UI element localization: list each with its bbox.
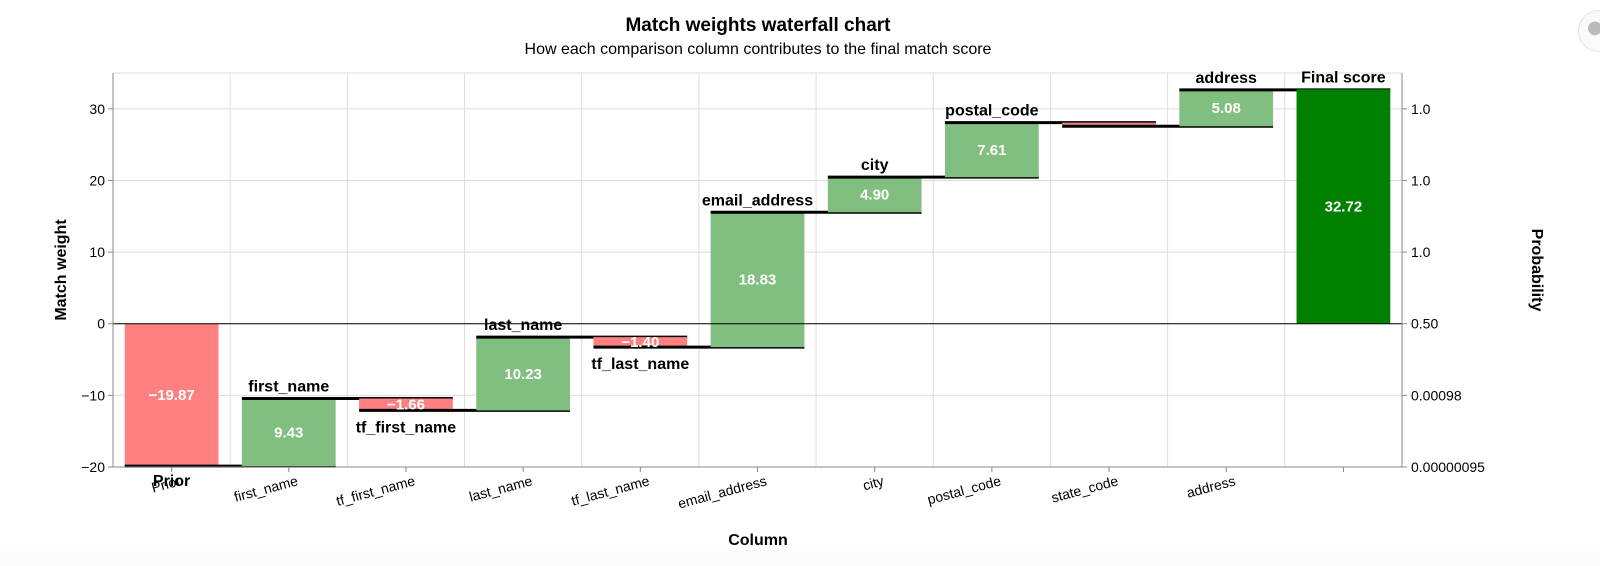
x-tick-label: first_name <box>232 472 299 504</box>
bar-Prior <box>124 323 219 467</box>
x-tick-label: email_address <box>676 472 768 511</box>
x-tick-label: state_code <box>1050 472 1121 505</box>
bar-layer <box>124 88 1391 468</box>
y2-tick-label: 1.0 <box>1411 172 1431 188</box>
x-tick-label: last_name <box>467 472 534 504</box>
bar-value-label: 7.61 <box>977 142 1006 159</box>
bar-last_name <box>476 337 571 411</box>
bar-first_name <box>241 398 336 467</box>
column-label: last_name <box>484 317 562 334</box>
bar-city <box>827 177 922 213</box>
column-label: Prior <box>153 473 190 490</box>
bar-value-label: −1.66 <box>387 396 425 413</box>
chart-title: Match weights waterfall chart <box>625 15 891 36</box>
chart-subtitle: How each comparison column contributes t… <box>525 41 992 58</box>
bar-address <box>1179 89 1274 127</box>
more-dots-icon: ●●● <box>1587 17 1600 38</box>
label-layer: −19.87 Prior 9.43 first_name −1.66 tf_first_n… <box>148 69 1385 490</box>
column-label: Final score <box>1301 69 1386 86</box>
bar-value-label: 5.08 <box>1212 100 1241 117</box>
bar-value-label: 10.23 <box>504 366 542 383</box>
x-axis-title: Column <box>728 532 788 549</box>
x-tick-label: tf_first_name <box>334 472 417 508</box>
bar-value-label: 4.90 <box>860 187 889 204</box>
y-tick-label: 10 <box>89 244 105 260</box>
y2-tick-label: 0.50 <box>1411 316 1438 332</box>
bar-value-label: 9.43 <box>274 424 303 441</box>
y2-tick-label: 0.00098 <box>1411 387 1462 403</box>
bar-value-label: −1.40 <box>621 334 659 351</box>
y-tick-label: −20 <box>81 459 105 475</box>
bar-value-label: −19.87 <box>148 387 194 404</box>
x-tick-label: city <box>861 472 885 493</box>
y2-tick-label: 1.0 <box>1411 244 1431 260</box>
y-tick-label: 0 <box>97 316 105 332</box>
column-label: tf_last_name <box>591 356 689 373</box>
y2-tick-label: 1.0 <box>1411 101 1431 117</box>
footer-strip <box>0 550 1600 566</box>
bar-tf_first_name <box>359 398 453 411</box>
bar-tf_last_name <box>593 337 688 348</box>
y-tick-label: −10 <box>81 387 105 403</box>
y2-axis-title: Probability <box>1528 229 1545 312</box>
bar-value-label: 18.83 <box>739 272 777 289</box>
column-label: email_address <box>702 192 813 209</box>
y-tick-label: 30 <box>89 101 105 117</box>
bar-postal_code <box>944 122 1039 178</box>
x-tick-label: postal_code <box>926 472 1003 507</box>
bar-state_code <box>1062 122 1156 127</box>
bar-email_address <box>710 212 805 348</box>
column-label: city <box>861 157 889 174</box>
bar-Final score <box>1296 89 1391 324</box>
y-axis-title: Match weight <box>53 219 70 321</box>
y2-tick-label: 0.00000095 <box>1411 459 1485 475</box>
column-label: postal_code <box>945 103 1038 120</box>
y-tick-label: 20 <box>89 172 105 188</box>
x-tick-label: tf_last_name <box>570 472 652 508</box>
column-label: tf_first_name <box>356 419 457 436</box>
column-label: address <box>1196 70 1257 87</box>
x-tick-label: address <box>1185 472 1237 500</box>
x-tick-label: Prior <box>150 472 183 495</box>
column-label: first_name <box>248 379 329 396</box>
bar-value-label: 32.72 <box>1325 199 1363 216</box>
